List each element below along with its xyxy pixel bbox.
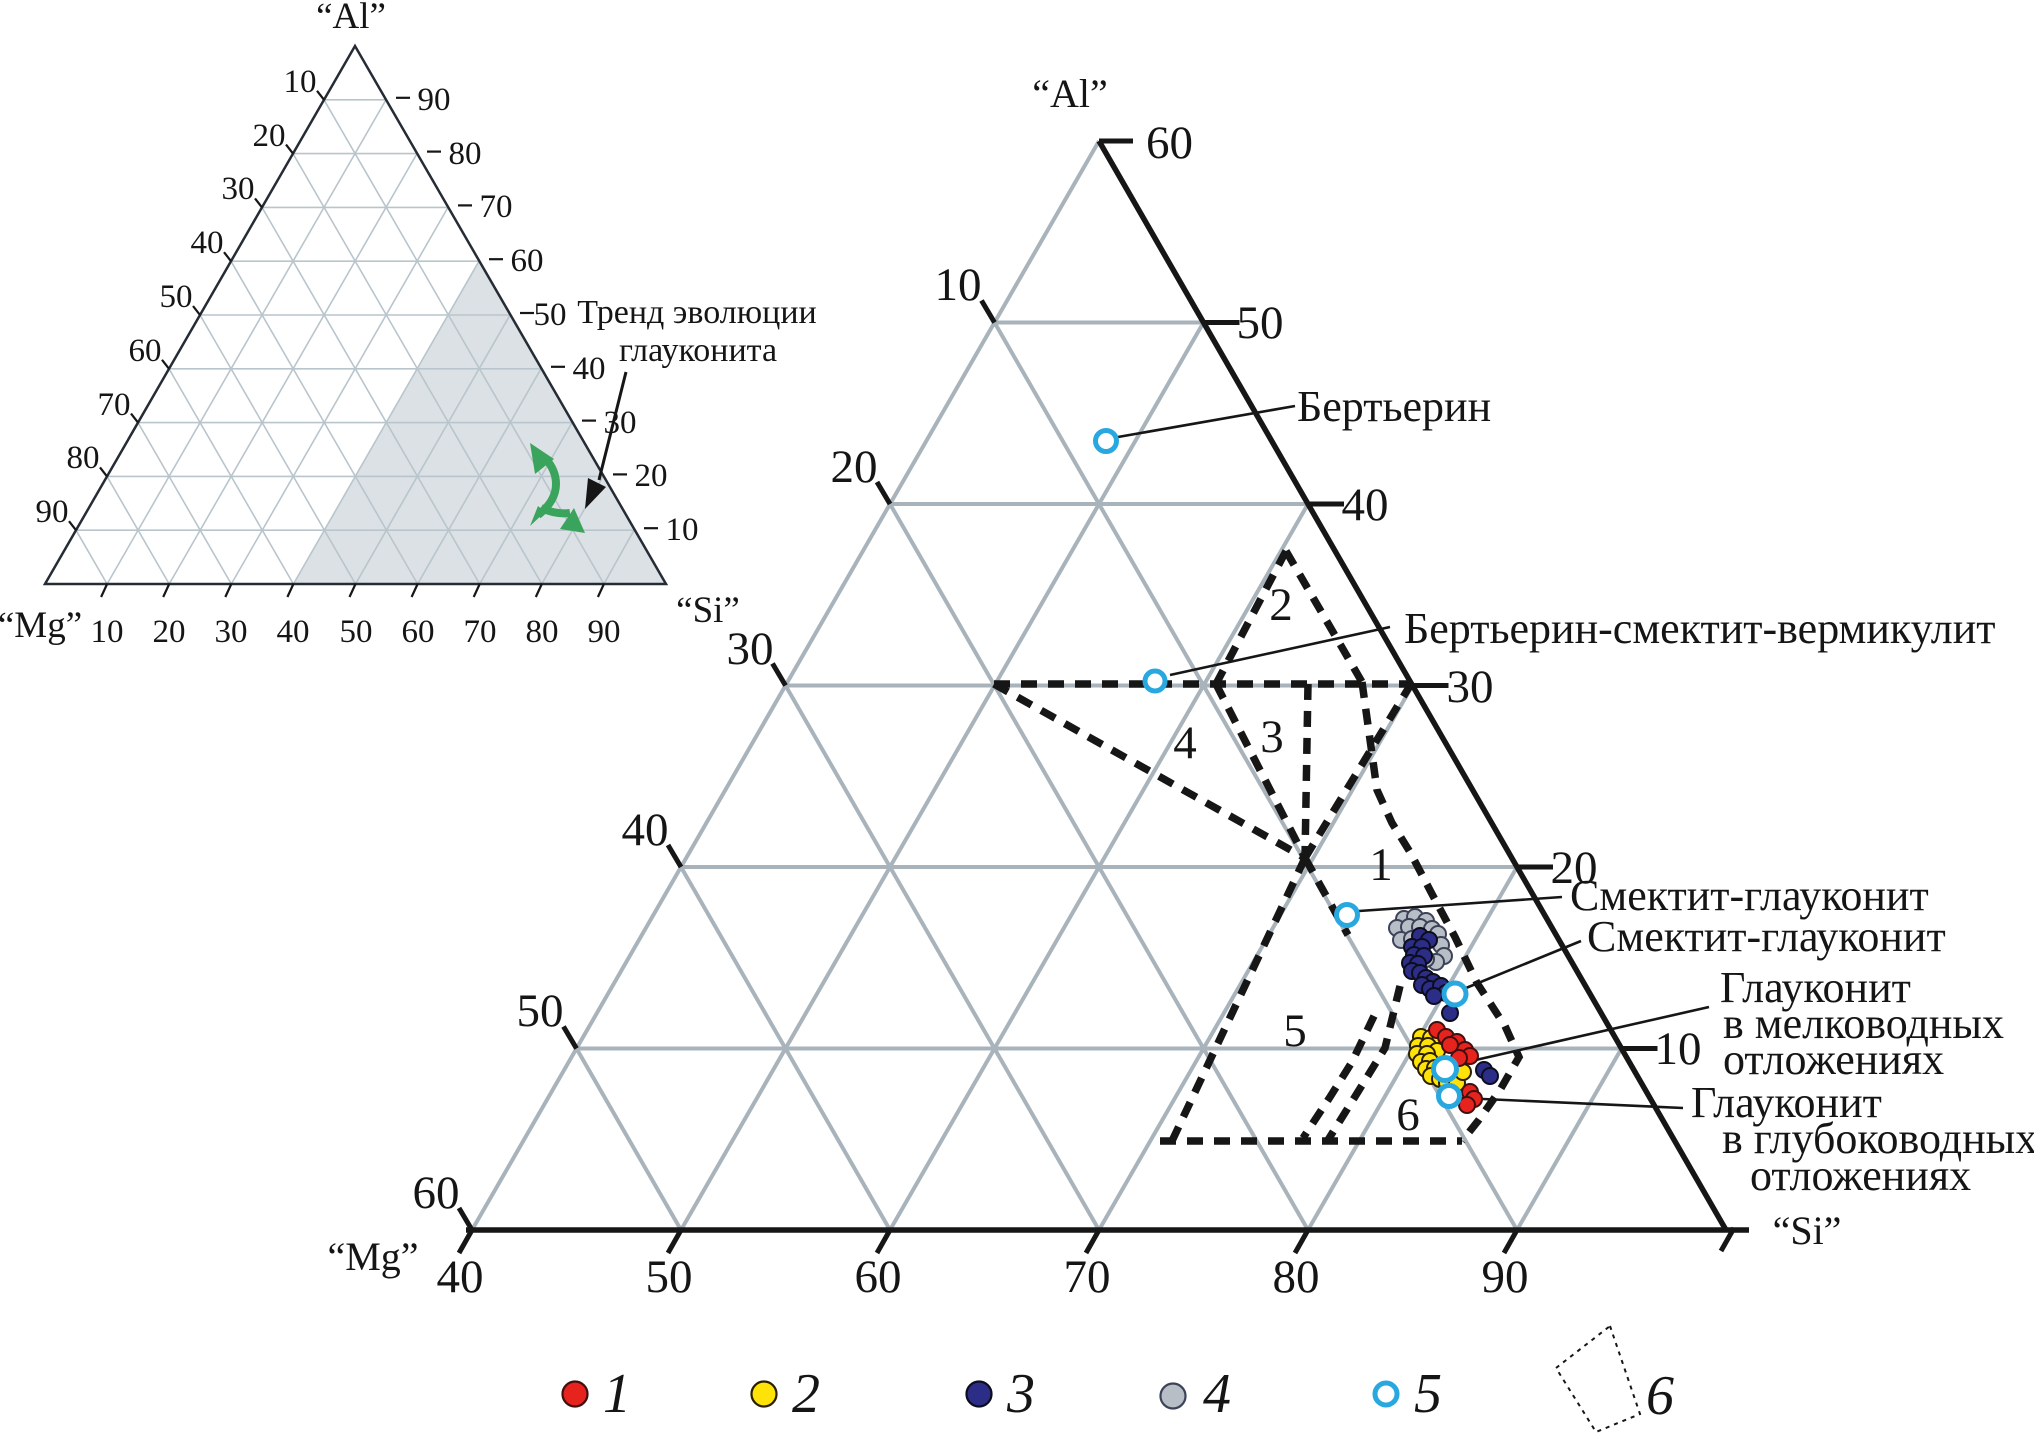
svg-text:“Si”: “Si” xyxy=(1773,1208,1842,1253)
svg-text:40: 40 xyxy=(437,1251,484,1303)
svg-text:30: 30 xyxy=(727,623,774,675)
svg-text:70: 70 xyxy=(480,189,513,225)
svg-text:отложениях: отложениях xyxy=(1723,1035,1944,1084)
svg-text:70: 70 xyxy=(464,614,497,650)
svg-text:90: 90 xyxy=(418,82,451,118)
svg-text:50: 50 xyxy=(646,1251,693,1303)
svg-text:90: 90 xyxy=(36,494,69,530)
svg-text:“Si”: “Si” xyxy=(676,590,740,631)
svg-text:в мелководных: в мелководных xyxy=(1723,999,2004,1048)
svg-text:60: 60 xyxy=(413,1167,460,1219)
svg-text:“Mg”: “Mg” xyxy=(0,605,82,646)
svg-text:50: 50 xyxy=(534,297,567,333)
svg-text:6: 6 xyxy=(1396,1089,1420,1141)
svg-text:60: 60 xyxy=(129,333,162,369)
svg-text:Глауконит: Глауконит xyxy=(1720,963,1911,1012)
svg-text:20: 20 xyxy=(635,458,668,494)
svg-text:5: 5 xyxy=(1283,1005,1307,1057)
svg-text:40: 40 xyxy=(573,351,606,387)
svg-text:Смектит-глауконит: Смектит-глауконит xyxy=(1587,912,1946,961)
svg-text:50: 50 xyxy=(160,279,193,315)
svg-text:60: 60 xyxy=(511,243,544,279)
svg-text:глауконита: глауконита xyxy=(619,332,777,369)
svg-text:60: 60 xyxy=(1146,117,1193,169)
svg-text:1: 1 xyxy=(1369,839,1393,891)
svg-text:“Mg”: “Mg” xyxy=(327,1234,418,1279)
svg-text:90: 90 xyxy=(1482,1251,1529,1303)
svg-text:2: 2 xyxy=(792,1363,820,1425)
svg-text:в глубоководных: в глубоководных xyxy=(1722,1114,2034,1163)
svg-text:30: 30 xyxy=(1447,661,1494,713)
svg-text:3: 3 xyxy=(1260,711,1284,763)
svg-text:1: 1 xyxy=(603,1363,631,1425)
svg-text:2: 2 xyxy=(1269,579,1293,631)
svg-text:40: 40 xyxy=(277,614,310,650)
svg-text:20: 20 xyxy=(253,118,286,154)
svg-text:40: 40 xyxy=(191,225,224,261)
svg-text:4: 4 xyxy=(1203,1363,1231,1425)
svg-text:20: 20 xyxy=(1551,842,1598,894)
svg-text:90: 90 xyxy=(588,614,621,650)
svg-text:“Al”: “Al” xyxy=(316,0,386,37)
svg-text:50: 50 xyxy=(340,614,373,650)
svg-text:60: 60 xyxy=(402,614,435,650)
svg-text:10: 10 xyxy=(935,259,982,311)
svg-text:3: 3 xyxy=(1006,1363,1035,1425)
svg-text:80: 80 xyxy=(67,440,100,476)
svg-text:4: 4 xyxy=(1173,717,1197,769)
svg-text:40: 40 xyxy=(622,804,669,856)
svg-text:10: 10 xyxy=(666,512,699,548)
svg-text:30: 30 xyxy=(604,405,637,441)
svg-text:70: 70 xyxy=(1064,1251,1111,1303)
svg-text:6: 6 xyxy=(1646,1365,1674,1427)
svg-text:80: 80 xyxy=(526,614,559,650)
svg-text:80: 80 xyxy=(449,136,482,172)
svg-text:60: 60 xyxy=(855,1251,902,1303)
svg-text:50: 50 xyxy=(517,985,564,1037)
svg-text:5: 5 xyxy=(1414,1363,1442,1425)
svg-text:“Al”: “Al” xyxy=(1032,71,1108,116)
svg-text:отложениях: отложениях xyxy=(1750,1151,1971,1200)
svg-text:Глауконит: Глауконит xyxy=(1691,1078,1882,1127)
svg-text:30: 30 xyxy=(222,171,255,207)
svg-text:Бертьерин: Бертьерин xyxy=(1297,382,1491,431)
svg-text:40: 40 xyxy=(1342,479,1389,531)
svg-text:70: 70 xyxy=(98,387,131,423)
svg-text:10: 10 xyxy=(91,614,124,650)
svg-text:20: 20 xyxy=(153,614,186,650)
svg-text:50: 50 xyxy=(1237,297,1284,349)
svg-text:Бертьерин-смектит-вермикулит: Бертьерин-смектит-вермикулит xyxy=(1404,604,1995,653)
svg-text:Смектит-глауконит: Смектит-глауконит xyxy=(1570,871,1929,920)
svg-text:80: 80 xyxy=(1273,1251,1320,1303)
svg-text:20: 20 xyxy=(831,441,878,493)
svg-text:30: 30 xyxy=(215,614,248,650)
svg-text:10: 10 xyxy=(1655,1023,1702,1075)
svg-text:Тренд эволюции: Тренд эволюции xyxy=(577,294,816,331)
svg-text:10: 10 xyxy=(284,64,317,100)
